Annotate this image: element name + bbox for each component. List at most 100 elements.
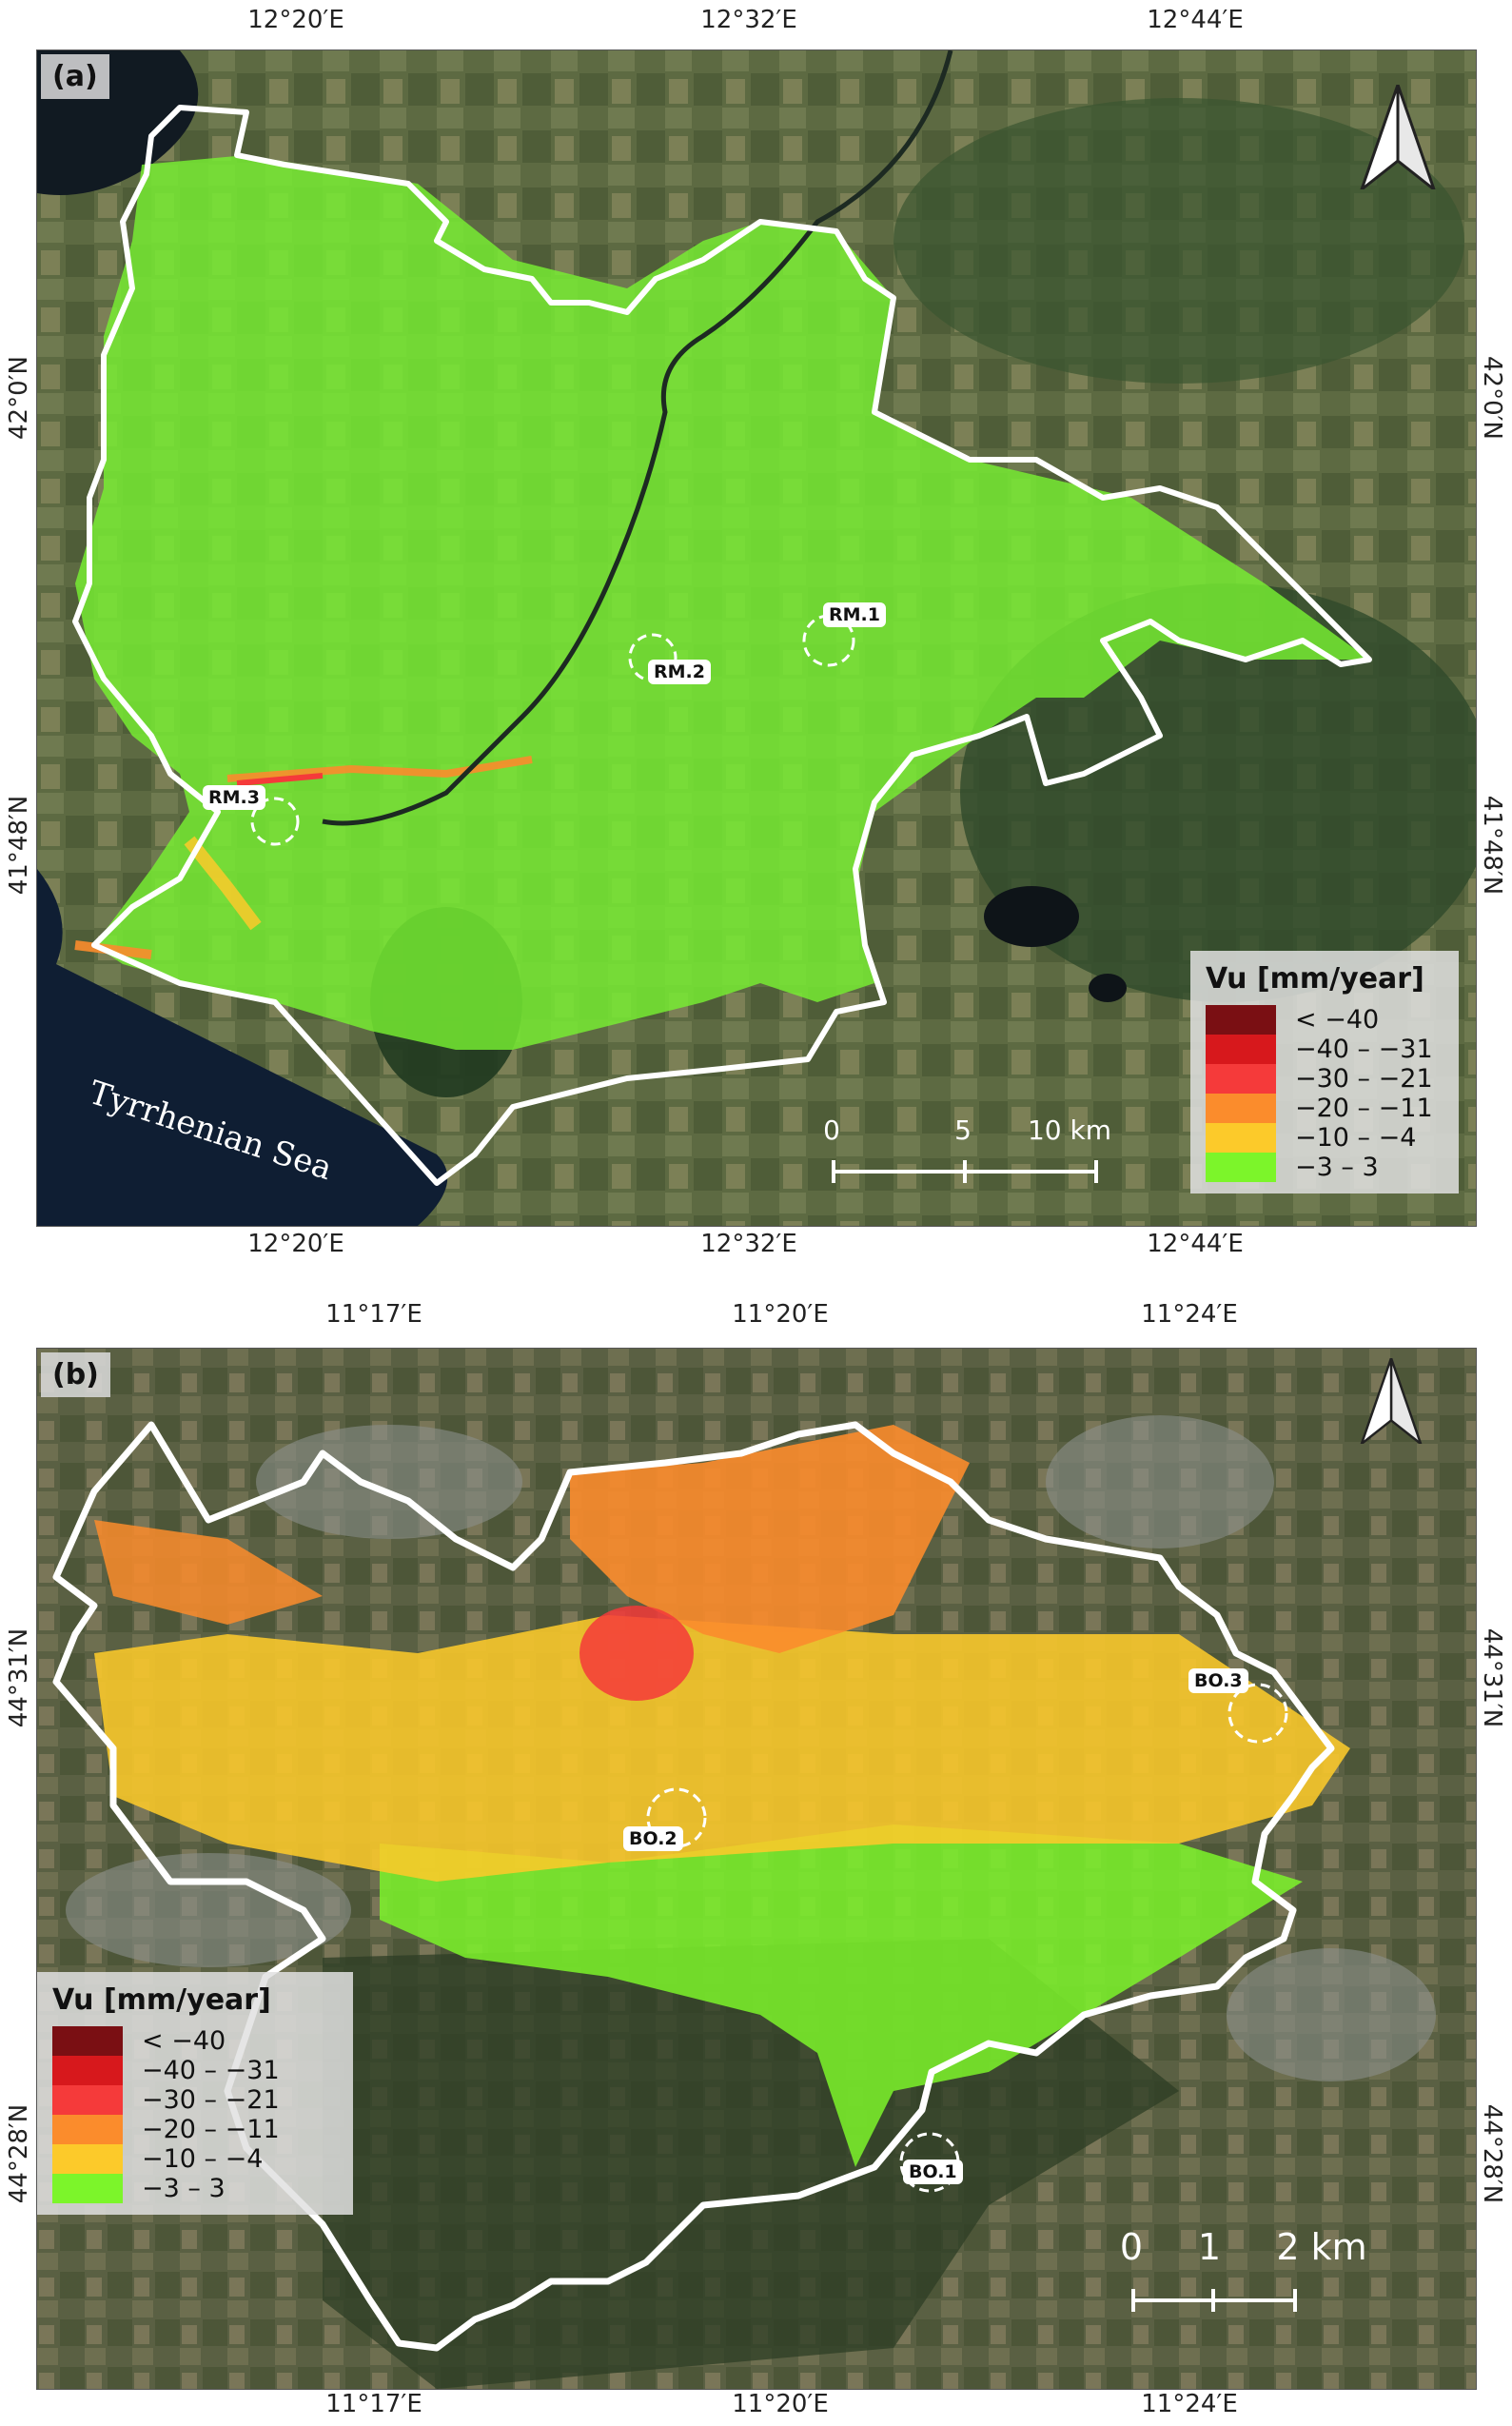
legend-label: −10 – −4 [142, 2144, 264, 2174]
deformation-zone-orange [570, 1425, 970, 1653]
subsidence-streak [226, 756, 533, 782]
legend-label: −20 – −11 [1295, 1094, 1433, 1123]
rome-map-canvas: (a) RM.1 RM.2 RM.3 Tyrrhenian Sea 0 5 10… [36, 49, 1477, 1227]
legend-item: −20 – −11 [52, 2115, 338, 2144]
lake [984, 886, 1079, 947]
deformation-zone-green [380, 1824, 1303, 2167]
site-label-rm1: RM.1 [823, 602, 886, 627]
top-longitude-tick: 11°17′E [325, 1300, 422, 1329]
north-arrow-icon [1360, 85, 1436, 189]
top-longitude-tick: 12°32′E [700, 6, 797, 34]
forest-area [893, 98, 1464, 384]
legend-item: −10 – −4 [1206, 1123, 1443, 1153]
legend-item: −10 – −4 [52, 2144, 338, 2174]
legend-label: < −40 [142, 2026, 226, 2056]
urban-area [1046, 1415, 1274, 1548]
municipal-boundary [72, 105, 1372, 1186]
legend-swatch [1206, 1064, 1276, 1094]
bottom-longitude-tick: 11°17′E [325, 2390, 422, 2418]
legend-item: −30 – −21 [1206, 1064, 1443, 1094]
right-latitude-tick: 44°28′N [1478, 2103, 1506, 2204]
legend-swatch [52, 2144, 123, 2174]
top-longitude-tick: 12°20′E [247, 6, 344, 34]
top-longitude-tick: 11°20′E [732, 1300, 829, 1329]
scale-tick-label: 2 km [1276, 2226, 1367, 2268]
site-circle-bo2 [646, 1787, 707, 1848]
left-latitude-tick: 42°0′N [5, 356, 33, 440]
legend-item: −30 – −21 [52, 2085, 338, 2115]
legend-swatch [52, 2174, 123, 2203]
site-circle-rm3 [250, 797, 300, 846]
bottom-longitude-tick: 12°20′E [247, 1230, 344, 1258]
subsidence-streak [236, 773, 324, 786]
left-latitude-tick: 44°28′N [5, 2103, 33, 2204]
legend: Vu [mm/year] < −40 −40 – −31 −30 – −21 −… [37, 1972, 353, 2215]
bottom-longitude-tick: 11°20′E [732, 2390, 829, 2418]
scale-bar: 0 1 2 km [1120, 2226, 1445, 2331]
legend-swatch [1206, 1035, 1276, 1064]
legend-item: −3 – 3 [1206, 1153, 1443, 1182]
right-latitude-tick: 44°31′N [1478, 1627, 1506, 1728]
legend-label: −20 – −11 [142, 2115, 280, 2144]
legend-item: −20 – −11 [1206, 1094, 1443, 1123]
bologna-map-canvas: (b) BO.1 BO.2 BO.3 0 1 2 km Vu [mm/year]… [36, 1348, 1477, 2390]
bottom-longitude-tick: 12°44′E [1147, 1230, 1244, 1258]
right-latitude-tick: 42°0′N [1478, 356, 1506, 440]
panel-a-rome-map: 12°20′E 12°32′E 12°44′E 12°20′E 12°32′E … [5, 6, 1506, 1258]
site-label-rm3: RM.3 [203, 785, 265, 810]
site-label-bo3: BO.3 [1188, 1668, 1248, 1693]
rome-satellite-map [37, 50, 1476, 1226]
urban-area [66, 1853, 351, 1967]
bottom-longitude-tick: 11°24′E [1141, 2390, 1238, 2418]
north-arrow-icon [1360, 1358, 1423, 1444]
legend-title: Vu [mm/year] [1206, 962, 1424, 996]
panel-label: (a) [41, 54, 109, 99]
subsidence-streak [184, 836, 262, 931]
scale-tick-label: 5 [954, 1114, 972, 1146]
top-longitude-tick: 12°44′E [1147, 6, 1244, 34]
legend-label: −40 – −31 [142, 2056, 280, 2085]
subsidence-streak [74, 940, 152, 959]
panel-b-bologna-map: 11°17′E 11°20′E 11°24′E 11°17′E 11°20′E … [0, 1273, 1512, 2426]
legend-swatch [52, 2115, 123, 2144]
deformation-zone-orange [94, 1520, 323, 1625]
bottom-longitude-tick: 12°32′E [700, 1230, 797, 1258]
tyrrhenian-sea [37, 869, 448, 1226]
lake [1089, 974, 1127, 1002]
scale-tick-label: 0 [1119, 2226, 1144, 2268]
legend-label: −3 – 3 [142, 2174, 226, 2203]
legend-item: < −40 [52, 2026, 338, 2056]
legend-title: Vu [mm/year] [52, 1983, 271, 2017]
legend-swatch [1206, 1123, 1276, 1153]
legend-item: −40 – −31 [52, 2056, 338, 2085]
tiber-river [322, 50, 953, 826]
legend-swatch [52, 2026, 123, 2056]
legend-label: −30 – −21 [142, 2085, 280, 2115]
legend-label: −30 – −21 [1295, 1064, 1433, 1094]
deformation-coverage-green [75, 155, 1369, 1050]
legend-label: −10 – −4 [1295, 1123, 1417, 1153]
scale-tick-label: 1 [1197, 2226, 1222, 2268]
right-latitude-tick: 41°48′N [1478, 795, 1506, 896]
left-latitude-tick: 44°31′N [5, 1627, 33, 1728]
site-circle-bo3 [1227, 1683, 1288, 1744]
scale-tick-label: 0 [823, 1114, 840, 1146]
legend: Vu [mm/year] < −40 −40 – −31 −30 – −21 −… [1190, 951, 1459, 1193]
deformation-zone-red [579, 1606, 694, 1701]
left-latitude-tick: 41°48′N [5, 795, 33, 896]
top-longitude-tick: 11°24′E [1141, 1300, 1238, 1329]
legend-swatch [1206, 1153, 1276, 1182]
legend-item: < −40 [1206, 1005, 1443, 1035]
legend-swatch [52, 2056, 123, 2085]
legend-item: −40 – −31 [1206, 1035, 1443, 1064]
legend-label: −40 – −31 [1295, 1035, 1433, 1064]
scale-tick-label: 10 km [1027, 1114, 1112, 1146]
scale-bar: 0 5 10 km [823, 1114, 1111, 1200]
legend-swatch [52, 2085, 123, 2115]
site-label-rm2: RM.2 [648, 660, 711, 684]
legend-label: < −40 [1295, 1005, 1380, 1035]
deformation-zone-yellow [94, 1615, 1350, 1882]
legend-swatch [1206, 1094, 1276, 1123]
urban-area [1227, 1948, 1436, 2081]
bologna-satellite-map [37, 1349, 1476, 2389]
